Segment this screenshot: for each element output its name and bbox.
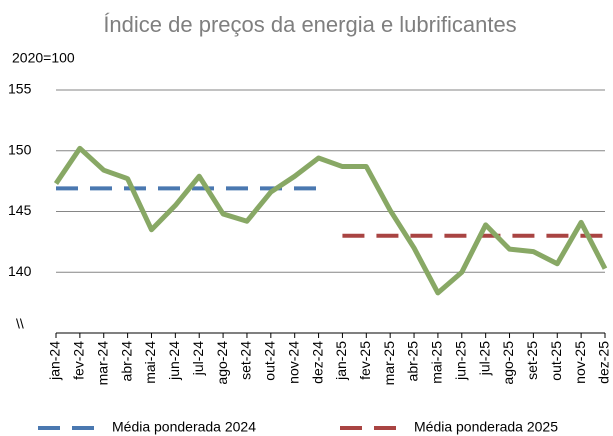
y-axis-label: 2020=100: [12, 50, 75, 66]
x-tick-label: jan-25: [333, 341, 349, 381]
x-tick-label: abr-25: [405, 341, 421, 382]
x-tick-label: dez-24: [309, 341, 325, 384]
x-tick-label: jul-24: [190, 341, 206, 376]
x-tick-label: dez-25: [596, 341, 612, 384]
x-tick-label: fev-25: [357, 341, 373, 380]
x-tick-label: ago-24: [214, 341, 230, 385]
x-tick-label: jun-24: [166, 341, 182, 381]
x-tick-label: mai-24: [142, 341, 158, 384]
legend-label: Média ponderada 2024: [112, 419, 256, 435]
y-tick-label: 150: [8, 141, 32, 157]
x-tick-label: mar-25: [381, 341, 397, 386]
legend-label: Média ponderada 2025: [414, 419, 558, 435]
x-tick-label: ago-25: [500, 341, 516, 385]
x-tick-label: set-24: [238, 341, 254, 380]
y-tick-label: 155: [8, 81, 32, 97]
x-tick-label: nov-25: [572, 341, 588, 384]
index-line: [53, 145, 608, 296]
annotation: \\: [16, 316, 24, 332]
y-tick-label: 140: [8, 263, 32, 279]
x-tick-label: out-24: [262, 341, 278, 381]
x-tick-label: nov-24: [285, 341, 301, 384]
x-tick-label: jun-25: [452, 341, 468, 381]
y-tick-label: 145: [8, 202, 32, 218]
chart-title: Índice de preços da energia e lubrifican…: [103, 12, 516, 37]
x-tick-label: jan-24: [47, 341, 63, 381]
x-tick-label: set-25: [524, 341, 540, 380]
x-tick-label: out-25: [548, 341, 564, 381]
x-tick-label: mai-25: [429, 341, 445, 384]
x-tick-label: fev-24: [71, 341, 87, 380]
x-tick-label: mar-24: [94, 341, 110, 386]
x-tick-label: abr-24: [118, 341, 134, 382]
x-tick-label: jul-25: [476, 341, 492, 376]
